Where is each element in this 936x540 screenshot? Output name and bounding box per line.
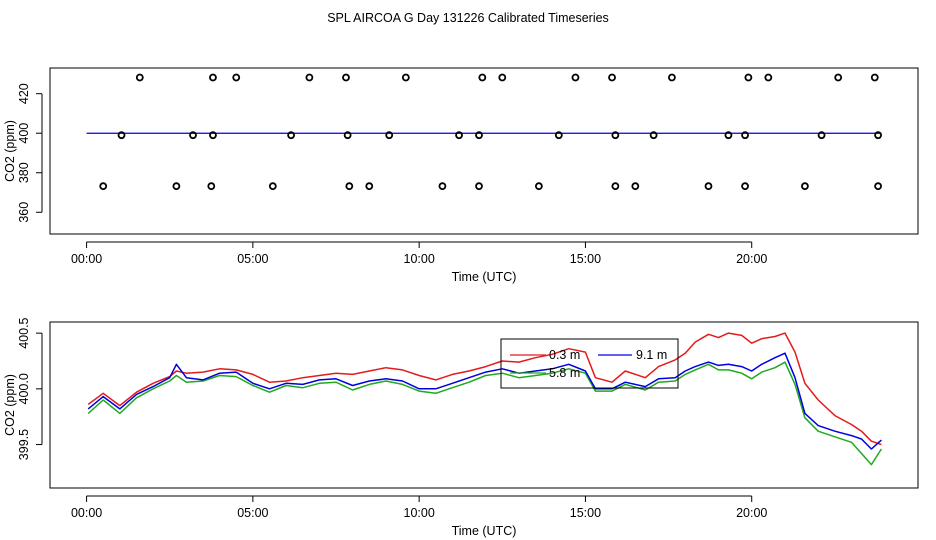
top-x-tick-label: 15:00 xyxy=(570,252,601,266)
legend: 0.3 m 9.1 m 5.8 m xyxy=(500,338,679,389)
top-scatter-point xyxy=(817,131,826,140)
bottom-x-tick-label: 10:00 xyxy=(404,506,435,520)
bottom-x-tick-label: 00:00 xyxy=(71,506,102,520)
top-scatter-point xyxy=(475,182,483,191)
top-scatter-point xyxy=(455,131,463,140)
top-scatter-point xyxy=(668,73,676,82)
bottom-x-tick-label: 20:00 xyxy=(736,506,767,520)
top-x-axis: 00:00 05:00 10:00 15:00 20:00 xyxy=(71,241,767,266)
top-scatter-point xyxy=(534,182,543,191)
top-scatter-point xyxy=(345,182,354,191)
top-scatter-point xyxy=(870,73,879,82)
top-scatter-point xyxy=(365,182,374,191)
top-x-tick-label: 20:00 xyxy=(736,252,767,266)
top-scatter-point xyxy=(135,73,144,82)
top-y-tick-label: 380 xyxy=(17,162,31,183)
bottom-y-axis: 399.5 400.0 400.5 xyxy=(17,317,43,460)
top-scatter-point xyxy=(764,73,773,82)
bottom-x-tick-label: 15:00 xyxy=(570,506,601,520)
top-scatter-point xyxy=(172,182,181,191)
top-x-axis-label: Time (UTC) xyxy=(452,270,517,284)
top-scatter-point xyxy=(438,182,447,191)
legend-label-9-1m: 9.1 m xyxy=(636,348,667,362)
top-scatter-point xyxy=(401,73,410,82)
top-x-tick-label: 05:00 xyxy=(237,252,268,266)
top-scatter-point xyxy=(724,131,733,140)
legend-label-5-8m: 5.8 m xyxy=(549,366,580,380)
top-scatter-point xyxy=(571,73,580,82)
top-scatter-point xyxy=(268,182,277,191)
top-scatter-point xyxy=(478,73,487,82)
top-scatter-point xyxy=(232,73,241,82)
series-line-5-8-m xyxy=(87,361,883,466)
top-scatter-point xyxy=(741,131,749,140)
series-line-9-1-m xyxy=(87,352,882,450)
top-scatter-point xyxy=(874,182,882,191)
top-scatter-point xyxy=(287,131,296,140)
top-y-tick-label: 420 xyxy=(17,83,31,104)
top-panel: Time (UTC) CO2 (ppm) 00:00 05:00 10:00 15:0… xyxy=(3,67,919,284)
top-y-axis-label: CO2 (ppm) xyxy=(3,120,17,182)
top-y-tick-label: 360 xyxy=(17,202,31,223)
top-y-tick-label: 400 xyxy=(17,123,31,144)
top-scatter-point xyxy=(649,131,658,140)
top-x-tick-label: 10:00 xyxy=(404,252,435,266)
top-scatter-point xyxy=(385,131,394,140)
chart-title: SPL AIRCOA G Day 131226 Calibrated Times… xyxy=(327,11,609,25)
top-scatter-point xyxy=(801,182,809,191)
bottom-x-axis: 00:00 05:00 10:00 15:00 20:00 xyxy=(71,495,767,520)
top-scatter-point xyxy=(189,131,197,140)
bottom-line-series xyxy=(87,332,883,466)
top-y-axis: 360 380 400 420 xyxy=(17,83,43,223)
top-scatter-point xyxy=(498,73,507,82)
top-scatter-point xyxy=(704,182,713,191)
top-scatter-point xyxy=(342,73,350,82)
top-scatter-point xyxy=(874,131,882,140)
series-line-0-3-m xyxy=(87,332,882,446)
top-plot-frame xyxy=(49,67,919,235)
top-scatter-point xyxy=(207,182,216,191)
top-scatter-point xyxy=(475,131,483,140)
top-scatter-point xyxy=(834,73,843,82)
top-scatter-point xyxy=(305,73,314,82)
top-scatter-point xyxy=(554,131,563,140)
top-scatter-point xyxy=(117,131,126,140)
top-scatter-point xyxy=(99,182,108,191)
top-scatter-point xyxy=(744,73,753,82)
top-scatter-point xyxy=(608,73,616,82)
bottom-x-axis-label: Time (UTC) xyxy=(452,524,517,538)
bottom-y-axis-label: CO2 (ppm) xyxy=(3,374,17,436)
bottom-y-tick-label: 400.5 xyxy=(17,317,31,348)
top-scatter-point xyxy=(611,182,620,191)
top-scatter-point xyxy=(611,131,620,140)
top-scatter-point xyxy=(741,182,749,191)
top-scatter-points xyxy=(99,73,882,191)
top-scatter-point xyxy=(209,73,217,82)
top-scatter-point xyxy=(631,182,640,191)
bottom-x-tick-label: 05:00 xyxy=(237,506,268,520)
bottom-panel: Time (UTC) CO2 (ppm) 00:00 05:00 10:00 15:0… xyxy=(3,317,919,538)
legend-label-0-3m: 0.3 m xyxy=(549,348,580,362)
top-scatter-point xyxy=(343,131,352,140)
top-scatter-point xyxy=(209,131,217,140)
bottom-y-tick-label: 400.0 xyxy=(17,373,31,404)
legend-box xyxy=(500,338,679,389)
top-x-tick-label: 00:00 xyxy=(71,252,102,266)
bottom-y-tick-label: 399.5 xyxy=(17,429,31,460)
bottom-plot-frame xyxy=(49,321,919,489)
